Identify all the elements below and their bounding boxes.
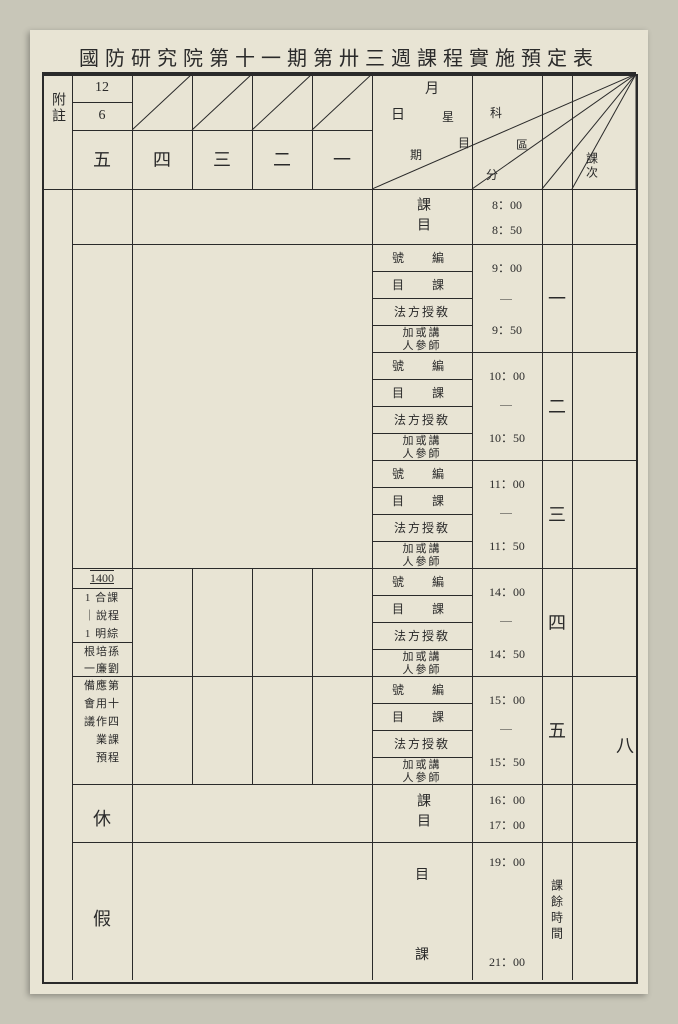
p2-num: 二 [542,352,572,460]
qu-label: 區 [514,136,530,152]
b2r1: 根培孫 [72,642,132,659]
p5-t1: 15：00 [472,684,542,714]
p3-dash: ｜ [500,500,512,528]
page-title: 國防研究院第十一期第卅三週課程實施預定表 [42,42,636,74]
kemu-vert: 課目 [412,192,432,242]
p4-l2: 目 課 [372,595,472,622]
date-bot: 6 [72,102,132,130]
diag-blank-cells [132,74,372,130]
p3-t1: 11：00 [472,468,542,498]
num-1400: 1400 [72,568,132,588]
b3r3: 議作四 [72,712,132,730]
ke-label: 科 [488,104,504,120]
schedule-grid: 附註 12 6 月 日 星 期 [42,74,636,982]
p1-num: 一 [542,244,572,352]
b1r2: ｜說程 [72,606,132,624]
xing-label: 星 [440,108,456,124]
day-label: 日 [388,104,408,124]
page-number: 八 [610,730,640,760]
p4-t2: 14：50 [472,638,542,668]
p4-t1: 14：00 [472,576,542,606]
time-2100: 21：00 [472,949,542,974]
p5-l4b: 人參師 [372,770,472,783]
qi-label: 期 [408,146,424,162]
p2-l2: 目 課 [372,379,472,406]
xiu: 休 [72,794,132,842]
p3-l3: 法方授敎 [372,514,472,541]
p2-l4b: 人參師 [372,446,472,459]
p2-l1: 號 編 [372,352,472,379]
p4-l3: 法方授敎 [372,622,472,649]
b3r5: 預程 [72,748,132,766]
b1r3: 1 明綜 [72,624,132,642]
p1-l4b: 人參師 [372,338,472,351]
p2-t1: 10：00 [472,360,542,390]
b1r1: 1 合課 [72,588,132,606]
day-three: 三 [192,134,252,184]
p4-l1: 號 編 [372,568,472,595]
time-0800: 8：00 [472,192,542,217]
p2-dash: ｜ [500,392,512,420]
last-ke: 課 [412,944,432,964]
p1-l1: 號 編 [372,244,472,271]
last-mu: 目 [412,864,432,884]
time-1700: 17：00 [472,812,542,837]
p1-l2: 目 課 [372,271,472,298]
p5-l3: 法方授敎 [372,730,472,757]
date-top: 12 [72,74,132,102]
month-label: 月 [422,78,442,98]
keyu-label: 課餘時間 [542,842,572,980]
day-one: 一 [312,134,372,184]
p5-num: 五 [542,676,572,784]
keci-label: 課次 [580,144,604,188]
p3-l4b: 人參師 [372,554,472,567]
day-two: 二 [252,134,312,184]
p4-dash: ｜ [500,608,512,636]
time-0850: 8：50 [472,217,542,242]
kemu2-vert: 課目 [412,788,432,838]
p3-l2: 目 課 [372,487,472,514]
p4-l4b: 人參師 [372,662,472,675]
p4-num: 四 [542,568,572,676]
p1-l3: 法方授敎 [372,298,472,325]
p2-t2: 10：50 [472,422,542,452]
time-1600: 16：00 [472,787,542,812]
time-1900: 19：00 [472,849,542,874]
p3-t2: 11：50 [472,530,542,560]
p2-l3: 法方授敎 [372,406,472,433]
mu-label: 目 [456,134,472,150]
b3r2: 會用十 [72,694,132,712]
p5-dash: ｜ [500,716,512,744]
fen-label: 分 [484,166,500,182]
p5-t2: 15：50 [472,746,542,776]
p1-t2: 9：50 [472,314,542,344]
b2r2: 一廉劉 [72,659,132,676]
p1-t1: 9：00 [472,252,542,282]
p5-l1: 號 編 [372,676,472,703]
jia: 假 [72,894,132,942]
b3r4: 業課 [72,730,132,748]
p3-num: 三 [542,460,572,568]
p3-l1: 號 編 [372,460,472,487]
p5-l2: 目 課 [372,703,472,730]
day-five: 五 [72,134,132,184]
b3r1: 備應第 [72,676,132,694]
p1-dash: ｜ [500,284,512,312]
day-four: 四 [132,134,192,184]
fuzhu-label: 附註 [42,78,72,138]
